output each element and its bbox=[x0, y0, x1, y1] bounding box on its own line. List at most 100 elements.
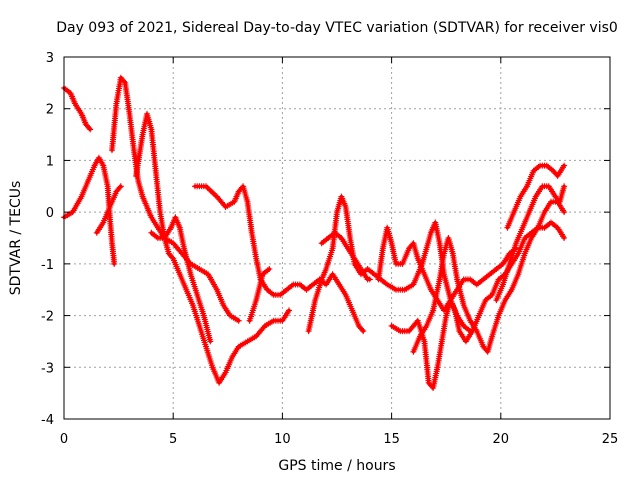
data-point bbox=[156, 226, 160, 230]
data-point bbox=[483, 298, 488, 302]
series-line bbox=[134, 112, 291, 385]
data-point bbox=[79, 112, 84, 116]
data-point bbox=[503, 298, 507, 302]
data-point bbox=[197, 324, 201, 328]
data-point bbox=[280, 319, 284, 323]
series-trace-e bbox=[133, 110, 292, 386]
data-point bbox=[145, 112, 149, 116]
data-point bbox=[438, 277, 442, 281]
data-point bbox=[93, 164, 97, 168]
data-point bbox=[507, 251, 512, 256]
data-point bbox=[540, 184, 544, 188]
data-point bbox=[191, 303, 195, 307]
data-point bbox=[510, 288, 514, 292]
data-point bbox=[237, 345, 241, 349]
data-point bbox=[407, 246, 411, 250]
data-point bbox=[486, 350, 490, 354]
data-point bbox=[101, 164, 105, 168]
data-point bbox=[149, 231, 153, 235]
series-trace-j bbox=[318, 229, 373, 283]
data-point bbox=[228, 314, 232, 318]
data-point bbox=[149, 127, 153, 131]
data-point bbox=[490, 334, 494, 338]
series-trace-o bbox=[504, 162, 568, 231]
data-point bbox=[361, 329, 365, 333]
data-point bbox=[178, 272, 182, 276]
data-point bbox=[352, 257, 357, 261]
data-point bbox=[237, 189, 241, 194]
data-point bbox=[71, 210, 75, 214]
data-point bbox=[422, 339, 426, 343]
data-point bbox=[549, 200, 553, 204]
data-point bbox=[490, 293, 494, 297]
data-point bbox=[534, 195, 538, 199]
data-point bbox=[538, 164, 542, 168]
data-point bbox=[158, 210, 162, 214]
data-point bbox=[444, 314, 448, 318]
data-point bbox=[516, 272, 520, 276]
data-point bbox=[455, 277, 459, 281]
data-point bbox=[514, 241, 518, 245]
data-point bbox=[169, 226, 173, 230]
data-point bbox=[344, 293, 348, 297]
data-point bbox=[350, 308, 354, 312]
data-point bbox=[311, 282, 315, 287]
data-point bbox=[224, 370, 228, 375]
y-tick-label: 3 bbox=[46, 51, 54, 66]
data-point bbox=[167, 251, 171, 256]
data-point bbox=[505, 226, 509, 230]
data-point bbox=[416, 257, 420, 261]
data-point bbox=[556, 174, 560, 178]
data-point bbox=[400, 262, 405, 266]
y-tick-label: -3 bbox=[41, 361, 54, 376]
data-point bbox=[221, 303, 225, 307]
data-point bbox=[435, 365, 440, 369]
data-point bbox=[272, 319, 276, 323]
data-point bbox=[398, 329, 402, 333]
data-point bbox=[108, 215, 112, 219]
data-point bbox=[134, 174, 138, 178]
data-point bbox=[324, 267, 328, 271]
data-point bbox=[123, 81, 127, 85]
data-point bbox=[272, 293, 276, 297]
data-point bbox=[254, 257, 258, 261]
data-point bbox=[449, 298, 453, 302]
data-point bbox=[562, 184, 566, 188]
data-point bbox=[215, 195, 219, 199]
data-point bbox=[525, 184, 529, 188]
data-point bbox=[197, 267, 201, 271]
data-point bbox=[529, 236, 534, 240]
data-point bbox=[337, 282, 341, 287]
data-point bbox=[507, 262, 512, 266]
data-point bbox=[171, 257, 175, 261]
data-point bbox=[217, 381, 221, 385]
data-point bbox=[357, 324, 361, 328]
data-point bbox=[497, 314, 501, 318]
data-point bbox=[88, 127, 92, 131]
data-point bbox=[366, 267, 370, 271]
data-point bbox=[333, 231, 337, 235]
data-point bbox=[245, 339, 250, 343]
data-point bbox=[79, 195, 84, 199]
data-point bbox=[551, 169, 555, 173]
data-point bbox=[254, 298, 258, 302]
data-point bbox=[178, 226, 182, 230]
data-point bbox=[542, 210, 547, 214]
data-point bbox=[136, 179, 140, 183]
y-tick-label: -4 bbox=[41, 413, 54, 428]
data-point bbox=[427, 381, 431, 385]
data-point bbox=[562, 236, 566, 240]
x-tick-label: 25 bbox=[602, 432, 619, 447]
data-point bbox=[114, 101, 118, 106]
data-point bbox=[523, 236, 527, 240]
data-point bbox=[562, 210, 566, 214]
y-tick-label: 2 bbox=[46, 103, 54, 118]
data-point bbox=[339, 236, 343, 240]
y-tick-label: 1 bbox=[46, 154, 54, 169]
grid bbox=[64, 57, 610, 419]
data-point bbox=[556, 226, 560, 230]
data-point bbox=[470, 329, 474, 333]
data-point bbox=[429, 288, 433, 292]
data-point bbox=[313, 298, 317, 302]
